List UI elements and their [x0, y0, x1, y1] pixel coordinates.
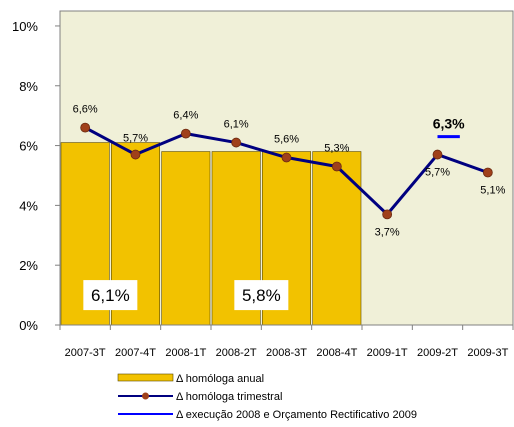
line-point	[180, 128, 191, 139]
y-tick-label: 8%	[19, 79, 38, 94]
y-tick-label: 10%	[12, 19, 38, 34]
x-tick-label: 2007-3T	[65, 347, 106, 359]
line-point-label: 6,1%	[224, 119, 249, 131]
line-point-label: 6,4%	[173, 110, 198, 122]
y-tick-label: 0%	[19, 318, 38, 333]
line-point	[130, 149, 141, 160]
line-point	[432, 149, 443, 160]
line-point-label: 5,7%	[425, 167, 450, 179]
bar-series	[60, 142, 362, 326]
line-point	[331, 161, 342, 172]
x-tick-label: 2008-3T	[266, 347, 307, 359]
bar-group-label: 5,8%	[242, 286, 281, 305]
legend-bar-swatch	[117, 373, 174, 382]
line-series: 6,6% 5,7% 6,4% 6,1% 5,6% 5,3% 3,7% 5,7% 5,1%	[73, 104, 506, 239]
bar-group-label: 6,1%	[91, 286, 130, 305]
legend-target-label: Δ execução 2008 e Orçamento Rectificativ…	[176, 409, 417, 421]
line-point-label: 6,6%	[73, 104, 98, 116]
target-series: 6,3%	[433, 116, 465, 139]
line-point	[281, 152, 292, 163]
x-tick-label: 2007-4T	[115, 347, 156, 359]
legend-line-label: Δ homóloga trimestral	[176, 391, 282, 403]
bar	[312, 151, 362, 326]
line-point-label: 5,7%	[123, 133, 148, 145]
line-point-label: 3,7%	[375, 226, 400, 238]
bar-group-labels: 6,1% 5,8%	[83, 280, 289, 311]
target-label: 6,3%	[433, 116, 465, 132]
x-tick-label: 2009-2T	[417, 347, 458, 359]
bar	[161, 151, 211, 326]
line-point-label: 5,3%	[324, 143, 349, 155]
line-point	[80, 122, 91, 133]
y-tick-label: 6%	[19, 139, 38, 154]
x-axis: 2007-3T 2007-4T 2008-1T 2008-2T 2008-3T 2008-…	[59, 324, 514, 359]
x-tick-label: 2008-1T	[165, 347, 206, 359]
legend: Δ homóloga anual Δ homóloga trimestral Δ e…	[117, 373, 417, 421]
bar-group-label-box	[234, 280, 289, 311]
x-tick-label: 2009-1T	[367, 347, 408, 359]
legend-line-marker	[142, 392, 149, 400]
x-tick-label: 2009-3T	[467, 347, 508, 359]
y-axis: 0% 2% 4% 6% 8% 10%	[12, 11, 61, 333]
line-point	[231, 137, 242, 148]
line-point-label: 5,1%	[480, 184, 505, 196]
line-point	[382, 209, 393, 220]
bar-group-label-box	[83, 280, 138, 311]
x-tick-label: 2008-2T	[216, 347, 257, 359]
line-point	[482, 167, 493, 178]
x-tick-label: 2008-4T	[316, 347, 357, 359]
line-point-label: 5,6%	[274, 134, 299, 146]
y-tick-label: 4%	[19, 198, 38, 213]
y-tick-label: 2%	[19, 258, 38, 273]
legend-bar-label: Δ homóloga anual	[176, 373, 264, 385]
